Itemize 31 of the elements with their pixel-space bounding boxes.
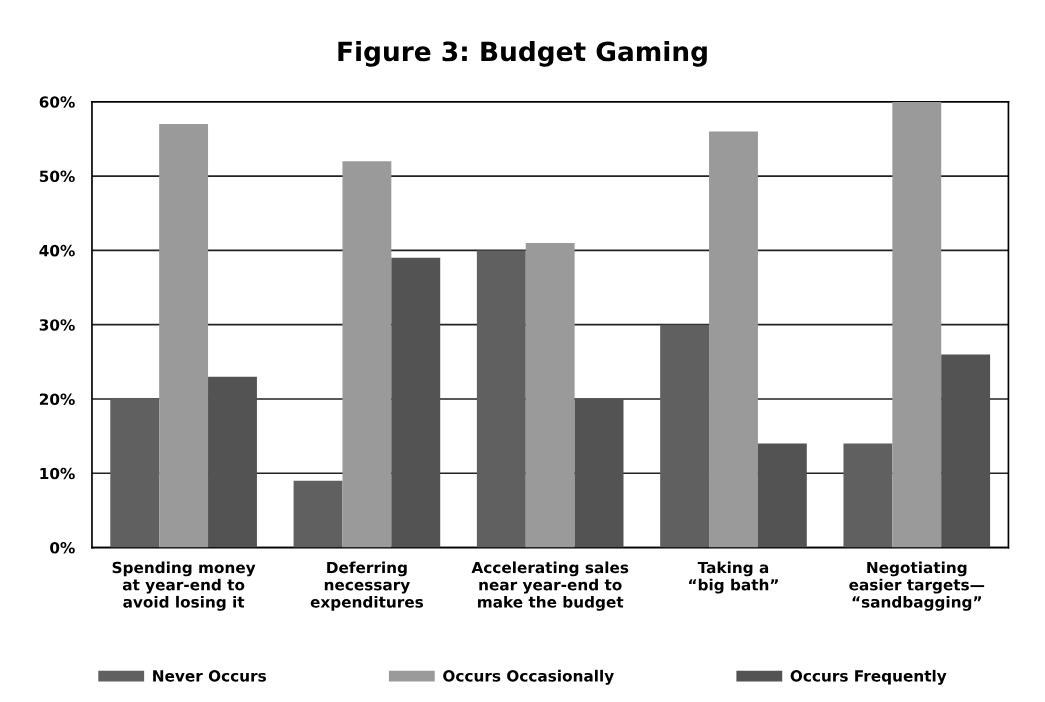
x-tick-label: Deferring necessary expenditures: [310, 561, 424, 611]
chart-title: Figure 3: Budget Gaming: [338, 40, 707, 67]
x-tick-label: Accelerating sales near year-end to make the budget: [471, 561, 629, 611]
bar: [843, 443, 893, 548]
bar: [391, 257, 441, 548]
y-tick-label: 60%: [39, 96, 75, 108]
x-tick-label: Taking a “big bath”: [689, 561, 778, 594]
bar: [525, 242, 575, 548]
x-tick-label: Negotiating easier targets— “sandbagging”: [849, 561, 985, 611]
bar: [293, 480, 343, 548]
y-tick-label: 0%: [50, 542, 75, 554]
bar: [159, 124, 209, 548]
legend-label: Never Occurs: [153, 670, 266, 682]
y-tick-label: 30%: [39, 319, 75, 331]
bar: [892, 101, 942, 548]
bar: [660, 324, 710, 548]
legend-label: Occurs Occasionally: [443, 669, 614, 685]
bar: [574, 398, 624, 548]
bar: [208, 376, 257, 548]
bar: [709, 131, 758, 548]
y-tick-label: 40%: [39, 244, 75, 257]
y-tick-label: 10%: [40, 467, 75, 480]
bar: [757, 443, 807, 548]
bar: [941, 354, 991, 548]
x-tick-label: Spending money at year-end to avoid losing it: [112, 561, 256, 611]
bar: [476, 250, 526, 548]
bar: [342, 161, 392, 548]
legend-label: Occurs Frequently: [790, 669, 947, 685]
y-tick-label: 20%: [39, 393, 75, 405]
bar: [110, 398, 160, 548]
y-tick-label: 50%: [39, 170, 75, 183]
